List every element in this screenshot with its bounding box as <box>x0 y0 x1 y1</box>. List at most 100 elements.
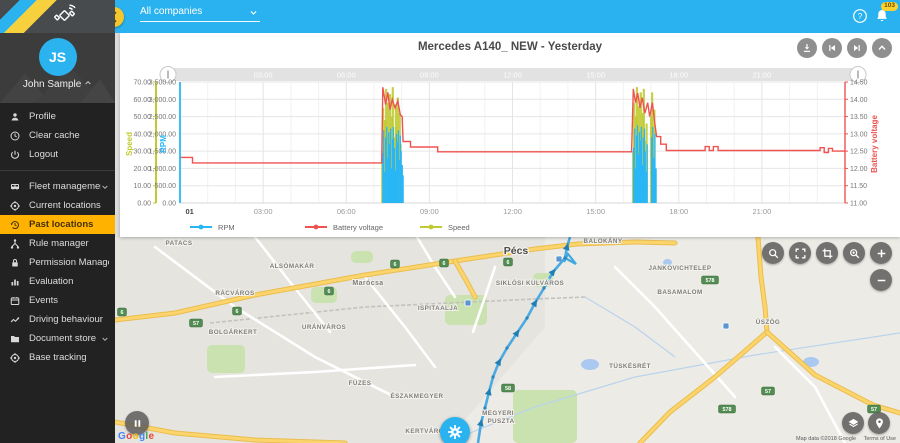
sidebar-item-past-locations[interactable]: Past locations <box>0 215 115 234</box>
menu-item-label: Events <box>29 295 59 306</box>
menu-item-logout[interactable]: Logout <box>0 145 115 164</box>
transit-station-icon[interactable] <box>555 255 563 263</box>
svg-text:57: 57 <box>871 407 877 413</box>
zoom-in-button[interactable] <box>870 242 892 264</box>
terms-of-use-link[interactable]: Terms of Use <box>863 436 896 442</box>
playback-pause-button[interactable] <box>125 411 149 435</box>
transit-station-icon[interactable] <box>722 322 730 330</box>
road-badge: 578 <box>701 275 719 285</box>
battery-tick-label: 14.00 <box>850 97 868 104</box>
menu-item-label: Logout <box>29 149 59 160</box>
x-tick-label: 12:00 <box>503 207 522 216</box>
zoom-out-button[interactable] <box>870 269 892 291</box>
map-settings-fab[interactable] <box>440 417 470 443</box>
zoom-search-button[interactable] <box>762 242 784 264</box>
avatar[interactable]: JS <box>38 38 77 76</box>
sidebar-item-current-locations[interactable]: Current locations <box>0 196 115 215</box>
map-district-label: RÁCVÁROS <box>215 288 254 297</box>
route-direction-arrow <box>562 242 570 251</box>
slider-handle-right[interactable] <box>849 66 867 83</box>
map-district-label: MEGYERI <box>482 410 514 417</box>
x-tick-label: 21:00 <box>752 207 771 216</box>
fullscreen-icon <box>795 248 805 258</box>
folder-icon <box>11 335 19 342</box>
help-button[interactable]: ? <box>852 8 868 24</box>
sidebar-item-document-store[interactable]: Document store <box>0 329 115 348</box>
zoom-area-button[interactable] <box>843 242 865 264</box>
map-district-label: BOLGÁRKERT <box>209 327 257 336</box>
calendar-icon <box>10 296 20 305</box>
svg-text:578: 578 <box>706 278 715 284</box>
sidebar-item-evaluation[interactable]: Evaluation <box>0 272 115 291</box>
chart-title: Mercedes A140_ NEW - Yesterday <box>417 41 603 53</box>
route-point[interactable] <box>525 316 529 320</box>
svg-text:6: 6 <box>328 289 331 295</box>
legend-item-battery-voltage[interactable]: Battery voltage <box>305 223 383 232</box>
railway-line <box>209 296 586 324</box>
battery-tick-label: 13.00 <box>850 131 868 138</box>
previous-day-button[interactable] <box>822 38 842 58</box>
layers-button[interactable] <box>842 412 864 434</box>
notifications-button[interactable] <box>874 8 890 24</box>
fit-bounds-button[interactable] <box>789 242 811 264</box>
x-tick-label: 01 <box>186 207 194 216</box>
chevron-up-icon <box>85 80 91 85</box>
next-day-button[interactable] <box>847 38 867 58</box>
hierarchy-icon <box>10 238 20 249</box>
road-badge: 57 <box>761 386 775 396</box>
user-name-row[interactable]: John Sample <box>0 79 115 90</box>
company-selector[interactable]: All companies <box>140 6 260 22</box>
plus-icon <box>877 249 885 257</box>
svg-text:6: 6 <box>507 260 510 266</box>
water-area <box>581 359 599 370</box>
clock-icon <box>10 131 20 140</box>
menu-item-label: Current locations <box>29 200 101 211</box>
map-canvas[interactable]: 6 6 6 6 6 6 57 578 58 57 578 57 PATACS ALSÓMAKÁR Maróc… <box>115 237 900 443</box>
slider-tick-label: 15:00 <box>586 71 605 80</box>
menu-divider <box>0 170 115 171</box>
map-district-label: BALOKÁNY <box>584 237 623 245</box>
road-minor <box>153 245 397 399</box>
poi-button[interactable] <box>868 412 890 434</box>
x-tick-label: 03:00 <box>254 207 273 216</box>
sidebar-item-permission-manager[interactable]: Permission Manager <box>0 253 115 272</box>
map-district-label: ÉSZAKMEGYER <box>390 391 443 400</box>
slider-tick-label: 03:00 <box>254 71 273 80</box>
route-direction-arrow <box>494 358 502 367</box>
menu-item-profile[interactable]: Profile <box>0 107 115 126</box>
slider-tick-label: 09:00 <box>420 71 439 80</box>
pause-icon <box>134 419 140 427</box>
menu-item-clear-cache[interactable]: Clear cache <box>0 126 115 145</box>
route-point[interactable] <box>542 286 546 290</box>
map-graphics: 6 6 6 6 6 6 57 578 58 57 578 57 PATACS ALSÓMAKÁR Maróc… <box>115 237 900 443</box>
sidebar-item-base-tracking[interactable]: Base tracking <box>0 348 115 367</box>
sidebar-item-fleet-management[interactable]: Fleet management <box>0 177 115 196</box>
legend-item-rpm[interactable]: RPM <box>190 223 235 232</box>
slider-handle-left[interactable] <box>159 66 177 83</box>
menu-item-label: Past locations <box>29 219 94 230</box>
sidebar-item-events[interactable]: Events <box>0 291 115 310</box>
download-icon <box>804 44 810 52</box>
route-point[interactable] <box>505 346 509 350</box>
collapse-button[interactable] <box>872 38 892 58</box>
map-district-label: FÜZES <box>349 378 372 387</box>
road-badge: 6 <box>503 257 513 267</box>
x-tick-label: 09:00 <box>420 207 439 216</box>
select-area-button[interactable] <box>816 242 838 264</box>
sidebar-item-driving-behaviour[interactable]: Driving behaviour <box>0 310 115 329</box>
route-point[interactable] <box>483 406 487 410</box>
time-range-slider[interactable]: 03:00 06:00 09:00 12:00 15:00 18:00 21:00 <box>159 66 867 83</box>
rpm-tick-label: 3,500.00 <box>149 80 176 87</box>
road-minor <box>213 363 417 379</box>
menu-item-label: Clear cache <box>29 130 80 141</box>
sidebar-item-rule-manager[interactable]: Rule manager <box>0 234 115 253</box>
legend-item-speed[interactable]: Speed <box>420 223 470 232</box>
battery-tick-label: 11.00 <box>850 201 867 208</box>
rpm-tick-label: 1,500.00 <box>149 149 176 156</box>
route-point[interactable] <box>491 375 495 379</box>
transit-station-icon[interactable] <box>464 299 472 307</box>
google-logo[interactable]: Google <box>118 431 154 442</box>
download-button[interactable] <box>797 38 817 58</box>
route-point[interactable] <box>563 256 567 260</box>
